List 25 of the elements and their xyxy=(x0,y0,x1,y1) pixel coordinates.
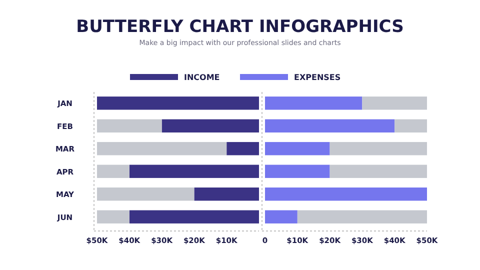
bar xyxy=(297,210,427,224)
bar xyxy=(330,142,427,156)
chart-title: BUTTERFLY CHART INFOGRAPHICS xyxy=(76,17,404,37)
bar xyxy=(129,210,259,224)
bar xyxy=(97,164,130,178)
bar xyxy=(394,119,427,132)
bar xyxy=(97,142,227,156)
bar xyxy=(226,142,259,156)
bar xyxy=(194,188,259,201)
bar xyxy=(362,96,427,110)
bar xyxy=(265,119,395,132)
bar xyxy=(97,210,130,224)
series-label: INCOME xyxy=(184,73,220,82)
bar xyxy=(265,188,427,201)
bar xyxy=(265,142,330,156)
bar xyxy=(265,96,362,110)
bar xyxy=(330,164,427,178)
bar xyxy=(97,188,194,201)
series-label: EXPENSES xyxy=(294,73,341,82)
bar xyxy=(129,164,259,178)
bar xyxy=(265,210,298,224)
bar xyxy=(265,164,330,178)
bar xyxy=(162,119,259,132)
bar xyxy=(97,96,259,110)
bar xyxy=(97,119,162,132)
